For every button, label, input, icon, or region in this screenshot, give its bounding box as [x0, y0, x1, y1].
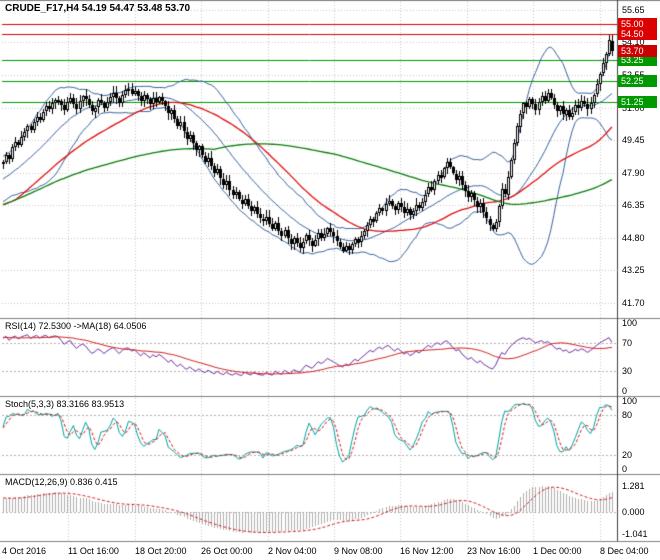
- time-axis-label: 2 Nov 04:00: [268, 546, 317, 556]
- time-axis-label: 9 Nov 08:00: [334, 546, 383, 556]
- price-axis-tick: 47.90: [622, 168, 645, 178]
- price-axis-tick: 55.65: [622, 5, 645, 15]
- price-axis-tick: 49.45: [622, 135, 645, 145]
- stoch-axis-tick: 20: [622, 450, 633, 460]
- price-level-badge: 55.00: [618, 18, 657, 30]
- price-axis-tick: 54.10: [622, 37, 645, 47]
- price-axis-tick: 44.80: [622, 233, 645, 243]
- chart-symbol-title: CRUDE_F17,H4 54.19 54.47 53.48 53.70: [5, 3, 191, 14]
- time-axis-label: 26 Oct 00:00: [201, 546, 253, 556]
- time-axis-label: 1 Dec 00:00: [533, 546, 582, 556]
- rsi-axis-tick: 100: [622, 318, 638, 328]
- time-axis-label: 8 Dec 04:00: [600, 546, 649, 556]
- macd-axis-tick: 1.281: [622, 481, 645, 491]
- rsi-indicator-label: RSI(14) 72.5300 ->MA(18) 64.0506: [5, 321, 147, 331]
- price-level-badge: 53.25: [618, 54, 657, 66]
- rsi-axis-tick: 0: [622, 386, 628, 396]
- price-level-badge: 54.50: [618, 28, 657, 40]
- macd-indicator-label: MACD(12,26,9) 0.836 0.415: [5, 477, 118, 487]
- stoch-axis-tick: 0: [622, 464, 628, 474]
- stoch-indicator-label: Stoch(5,3,3) 83.3166 83.9513: [5, 399, 125, 409]
- time-axis-label: 16 Nov 12:00: [400, 546, 454, 556]
- price-axis-tick: 51.00: [622, 103, 645, 113]
- stoch-axis-tick: 100: [622, 396, 638, 406]
- price-axis-tick: 46.35: [622, 200, 645, 210]
- time-axis-label: 4 Oct 2016: [2, 546, 47, 556]
- time-axis-label: 23 Nov 16:00: [467, 546, 521, 556]
- time-axis-label: 18 Oct 20:00: [135, 546, 187, 556]
- stoch-axis-tick: 80: [622, 410, 633, 420]
- price-level-badge: 51.25: [618, 96, 657, 108]
- rsi-axis-tick: 30: [622, 366, 633, 376]
- time-axis-label: 11 Oct 16:00: [68, 546, 119, 556]
- price-axis-tick: 41.70: [622, 298, 645, 308]
- rsi-axis-tick: 70: [622, 338, 633, 348]
- price-level-badge: 52.25: [618, 75, 657, 87]
- price-axis-tick: 43.25: [622, 265, 645, 275]
- current-price-badge: 53.70: [618, 45, 657, 57]
- macd-axis-tick: 0.000: [622, 507, 645, 517]
- macd-axis-tick: -1.041: [622, 529, 648, 539]
